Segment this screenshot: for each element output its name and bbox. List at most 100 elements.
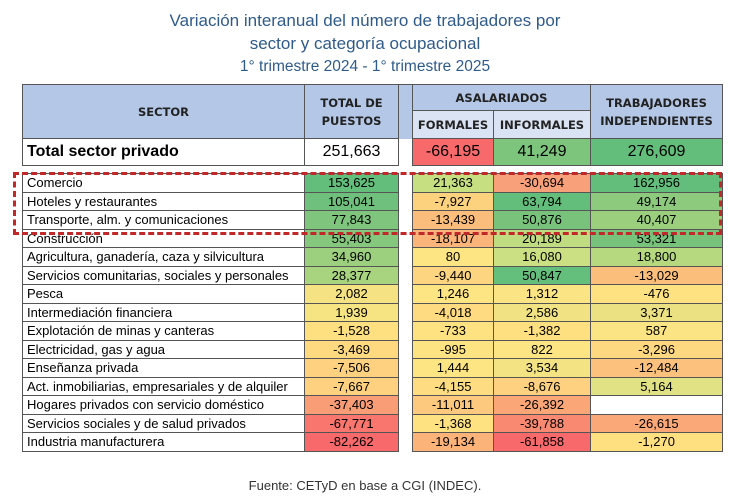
cell-formales: -19,134 bbox=[412, 432, 494, 452]
cell-formales: 1,246 bbox=[412, 284, 494, 304]
gap-cell bbox=[398, 210, 413, 229]
sector-name: Enseñanza privada bbox=[22, 358, 305, 378]
cell-informales: 1,312 bbox=[493, 284, 591, 304]
cell-formales: -7,927 bbox=[412, 191, 494, 211]
header-gap bbox=[398, 84, 413, 139]
sector-name: Transporte, alm. y comunicaciones bbox=[22, 210, 305, 230]
cell-formales: 80 bbox=[412, 247, 494, 267]
gap-cell bbox=[398, 432, 413, 451]
table-row: Servicios comunitarias, sociales y perso… bbox=[22, 265, 723, 285]
cell-formales: -733 bbox=[412, 321, 494, 341]
cell-total: 55,403 bbox=[304, 228, 399, 248]
cell-independientes: 587 bbox=[590, 321, 723, 341]
gap-cell bbox=[398, 340, 413, 359]
cell-informales: 822 bbox=[493, 339, 591, 359]
total-row-name: Total sector privado bbox=[22, 138, 305, 166]
title-line-3: 1° trimestre 2024 - 1° trimestre 2025 bbox=[239, 58, 491, 75]
cell-independientes: -12,484 bbox=[590, 358, 723, 378]
cell-informales: -26,392 bbox=[493, 395, 591, 415]
cell-total: -82,262 bbox=[304, 432, 399, 452]
cell-total: 77,843 bbox=[304, 210, 399, 230]
table-row: Explotación de minas y canteras -1,528 -73… bbox=[22, 321, 723, 341]
cell-independientes: -13,029 bbox=[590, 265, 723, 285]
table-row: Pesca 2,082 1,246 1,312 -476 bbox=[22, 284, 723, 304]
sector-name: Pesca bbox=[22, 284, 305, 304]
header-sector: SECTOR bbox=[22, 84, 305, 139]
cell-independientes: -476 bbox=[590, 284, 723, 304]
sector-name: Electricidad, gas y agua bbox=[22, 339, 305, 359]
cell-independientes: -3,296 bbox=[590, 339, 723, 359]
cell-formales: -18,107 bbox=[412, 228, 494, 248]
cell-independientes: 53,321 bbox=[590, 228, 723, 248]
table-row: Intermediación financiera 1,939 -4,018 2,58… bbox=[22, 302, 723, 322]
cell-independientes: 18,800 bbox=[590, 247, 723, 267]
header-total: TOTAL DE PUESTOS bbox=[304, 84, 399, 139]
gap-cell bbox=[398, 414, 413, 433]
cell-formales: -4,155 bbox=[412, 376, 494, 396]
cell-informales: -1,382 bbox=[493, 321, 591, 341]
header-asalariados: ASALARIADOS bbox=[412, 84, 591, 111]
cell-informales: 3,534 bbox=[493, 358, 591, 378]
gap-cell bbox=[398, 192, 413, 211]
cell-independientes bbox=[590, 395, 723, 415]
cell-total: 105,041 bbox=[304, 191, 399, 211]
cell-informales: 20,189 bbox=[493, 228, 591, 248]
cell-total: -1,528 bbox=[304, 321, 399, 341]
cell-total: -37,403 bbox=[304, 395, 399, 415]
table-row: Transporte, alm. y comunicaciones 77,843-… bbox=[22, 210, 723, 230]
table-row: Agricultura, ganadería, caza y silvicult… bbox=[22, 247, 723, 267]
sector-name: Construcción bbox=[22, 228, 305, 248]
gap-cell bbox=[398, 229, 413, 248]
cell-formales: 1,444 bbox=[412, 358, 494, 378]
source-footer: Fuente: CETyD en base a CGI (INDEC). bbox=[248, 478, 482, 493]
cell-total: -67,771 bbox=[304, 413, 399, 433]
gap-cell bbox=[398, 266, 413, 285]
cell-total: 153,625 bbox=[304, 173, 399, 193]
cell-independientes: 162,956 bbox=[590, 173, 723, 193]
cell-formales: 21,363 bbox=[412, 173, 494, 193]
total-row-formales: -66,195 bbox=[412, 138, 494, 166]
cell-informales: 50,876 bbox=[493, 210, 591, 230]
table-row: Electricidad, gas y agua -3,469 -995 822 -3,… bbox=[22, 339, 723, 359]
cell-informales: 50,847 bbox=[493, 265, 591, 285]
cell-formales: -1,368 bbox=[412, 413, 494, 433]
gap-cell bbox=[398, 284, 413, 303]
cell-independientes: -1,270 bbox=[590, 432, 723, 452]
header-informales: INFORMALES bbox=[493, 110, 591, 139]
cell-informales: -39,788 bbox=[493, 413, 591, 433]
cell-formales: -995 bbox=[412, 339, 494, 359]
table-row: Construcción 55,403 -18,107 20,189 53,321 bbox=[22, 228, 723, 248]
cell-informales: -61,858 bbox=[493, 432, 591, 452]
header-formales: FORMALES bbox=[412, 110, 494, 139]
gap-cell bbox=[398, 395, 413, 414]
title-line-1: Variación interanual del número de traba… bbox=[169, 11, 561, 30]
gap-cell bbox=[398, 247, 413, 266]
gap-cell bbox=[398, 173, 413, 192]
sector-name: Servicios sociales y de salud privados bbox=[22, 413, 305, 433]
cell-independientes: -26,615 bbox=[590, 413, 723, 433]
total-row-total: 251,663 bbox=[304, 138, 399, 166]
gap-cell bbox=[398, 303, 413, 322]
sector-name: Act. inmobiliarias, empresariales y de a… bbox=[22, 376, 305, 396]
cell-total: 28,377 bbox=[304, 265, 399, 285]
cell-independientes: 3,371 bbox=[590, 302, 723, 322]
sector-name: Hoteles y restaurantes bbox=[22, 191, 305, 211]
sector-name: Intermediación financiera bbox=[22, 302, 305, 322]
data-table: SECTOR TOTAL DE PUESTOS ASALARIADOS TRAB… bbox=[22, 84, 723, 452]
sector-name: Agricultura, ganadería, caza y silvicult… bbox=[22, 247, 305, 267]
cell-total: -7,667 bbox=[304, 376, 399, 396]
sector-name: Hogares privados con servicio doméstico bbox=[22, 395, 305, 415]
cell-independientes: 49,174 bbox=[590, 191, 723, 211]
total-row: Total sector privado 251,663 -66,195 41,… bbox=[22, 138, 723, 166]
cell-formales: -4,018 bbox=[412, 302, 494, 322]
table-row: Enseñanza privada -7,506 1,444 3,534 -12,484 bbox=[22, 358, 723, 378]
table-row: Industria manufacturera -82,262 -19,134 -61… bbox=[22, 432, 723, 452]
sector-name: Explotación de minas y canteras bbox=[22, 321, 305, 341]
sector-name: Industria manufacturera bbox=[22, 432, 305, 452]
cell-formales: -13,439 bbox=[412, 210, 494, 230]
cell-informales: 63,794 bbox=[493, 191, 591, 211]
table-row: Act. inmobiliarias, empresariales y de a… bbox=[22, 376, 723, 396]
gap-cell bbox=[398, 138, 413, 166]
cell-independientes: 5,164 bbox=[590, 376, 723, 396]
cell-total: -7,506 bbox=[304, 358, 399, 378]
